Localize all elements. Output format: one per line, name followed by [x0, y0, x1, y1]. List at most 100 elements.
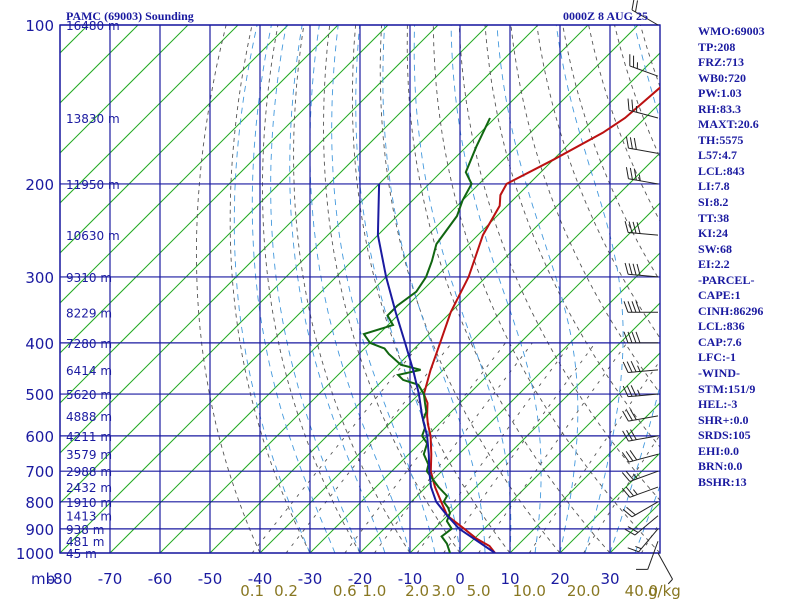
wind-barb-flag	[632, 221, 637, 234]
dry-adiabat-line	[262, 25, 361, 553]
wind-barb-half	[635, 545, 642, 550]
wind-barb	[621, 450, 659, 463]
height-label: 10630 m	[66, 229, 120, 243]
section-wind: -WIND-	[698, 366, 740, 381]
wind-barb-half	[633, 489, 638, 495]
isotherm-line	[60, 25, 439, 404]
isotherm-line	[159, 52, 660, 553]
pressure-tick-label: 500	[25, 386, 54, 404]
isotherm-line	[359, 252, 660, 553]
wind-barb	[622, 501, 659, 518]
wind-barb	[624, 221, 659, 236]
wind-barb-flag	[627, 331, 633, 344]
temperature-tick-label: -40	[248, 570, 273, 588]
wind-barb-flag	[622, 508, 633, 518]
wind-barb-half	[637, 389, 641, 396]
height-label: 4888 m	[66, 410, 112, 424]
index-maxt: MAXT:20.6	[698, 117, 759, 132]
wind-barb-flag	[632, 263, 637, 276]
wind-barb-staff	[628, 369, 659, 374]
mixing-ratio-label: 1.0	[362, 582, 386, 600]
height-label: 3579 m	[66, 448, 112, 462]
mixing-ratio-label: 3.0	[432, 582, 456, 600]
temperature-tick-label: 30	[600, 570, 619, 588]
parcel-line	[376, 183, 496, 553]
index-bshr: BSHR:13	[698, 474, 747, 489]
dry-adiabat-line	[458, 25, 660, 501]
index-frz: FRZ:713	[698, 55, 744, 70]
height-label: 9310 m	[66, 271, 112, 285]
mixing-ratio-line	[285, 342, 453, 553]
index-cap: CAP:7.6	[698, 334, 742, 349]
wind-barb-staff	[634, 515, 659, 536]
wind-barb	[636, 541, 659, 570]
temperature-tick-label: -10	[398, 570, 423, 588]
wind-barb-flag	[629, 137, 633, 149]
temperature-tick-label: -30	[298, 570, 323, 588]
temperature-tick-label: -20	[348, 570, 373, 588]
index-ehi: EHI:0.0	[698, 443, 740, 458]
height-label: 481 m	[66, 535, 104, 549]
section-parcel: -PARCEL-	[698, 272, 755, 287]
index-tt: TT:38	[698, 210, 730, 225]
wind-barb	[631, 0, 659, 26]
wind-barb-flag	[635, 301, 641, 313]
wind-barb	[629, 54, 659, 77]
wind-barb-staff	[631, 501, 659, 518]
wind-barb-flag	[627, 547, 639, 553]
chart-datetime: 0000Z 8 AUG 25	[563, 9, 648, 23]
moist-adiabat-line	[382, 25, 486, 553]
isotherm-line	[60, 25, 239, 204]
index-sw: SW:68	[698, 241, 733, 256]
isotherm-line	[259, 152, 660, 553]
background-lines	[60, 25, 660, 553]
pressure-tick-label: 300	[25, 269, 54, 287]
wind-barb	[625, 136, 659, 154]
wind-barb-flag	[631, 99, 634, 112]
wind-barb-flag	[625, 470, 634, 481]
index-l57: L57:4.7	[698, 148, 737, 163]
height-label: 13830 m	[66, 112, 120, 126]
moist-adiabat-line	[413, 25, 512, 553]
index-wb0: WB0:720	[698, 70, 746, 85]
wind-barb-flag	[621, 452, 630, 463]
wind-barb-flag	[624, 262, 629, 275]
wind-barb-staff	[631, 9, 659, 26]
wind-barb-staff	[647, 541, 659, 570]
dry-adiabat-line	[195, 25, 261, 553]
height-label: 6414 m	[66, 364, 112, 378]
height-label: 5620 m	[66, 388, 112, 402]
isotherm-line	[60, 25, 339, 304]
wind-barb-flag	[622, 361, 629, 373]
wind-barb-flag	[622, 410, 629, 422]
wind-barb-staff	[629, 470, 659, 482]
temperature-tick-label: -60	[148, 570, 173, 588]
dry-adiabat-line	[379, 25, 561, 553]
wind-barb-flag	[630, 429, 637, 440]
wind-barb-flag	[626, 429, 633, 441]
index-th: TH:5575	[698, 132, 744, 147]
mixing-ratio-unit: g/kg	[648, 582, 681, 600]
mixing-ratio-label: 0.1	[240, 582, 264, 600]
wind-barb	[624, 262, 659, 278]
wind-barb	[627, 98, 659, 119]
moist-adiabat-line	[331, 25, 436, 553]
temperature-tick-label: -80	[48, 570, 73, 588]
index-ei: EI:2.2	[698, 257, 730, 272]
moist-adiabat-line	[496, 25, 579, 553]
height-label: 45 m	[66, 547, 97, 561]
wind-barb-flag	[623, 331, 629, 344]
pressure-tick-label: 700	[25, 463, 54, 481]
y-axis-unit: mb	[31, 570, 55, 588]
wind-barb-staff	[628, 435, 659, 442]
wind-barb-staff	[629, 65, 659, 77]
height-label: 1413 m	[66, 510, 112, 524]
wind-barb-flag	[630, 385, 637, 397]
height-label: 11950 m	[66, 178, 120, 192]
temperature-tick-label: -50	[198, 570, 223, 588]
dry-adiabat-line	[406, 25, 611, 553]
wind-barb	[625, 167, 659, 185]
height-label: 4211 m	[66, 430, 112, 444]
wind-barb-flag	[636, 263, 641, 276]
mixing-ratio-label: 20.0	[567, 582, 600, 600]
